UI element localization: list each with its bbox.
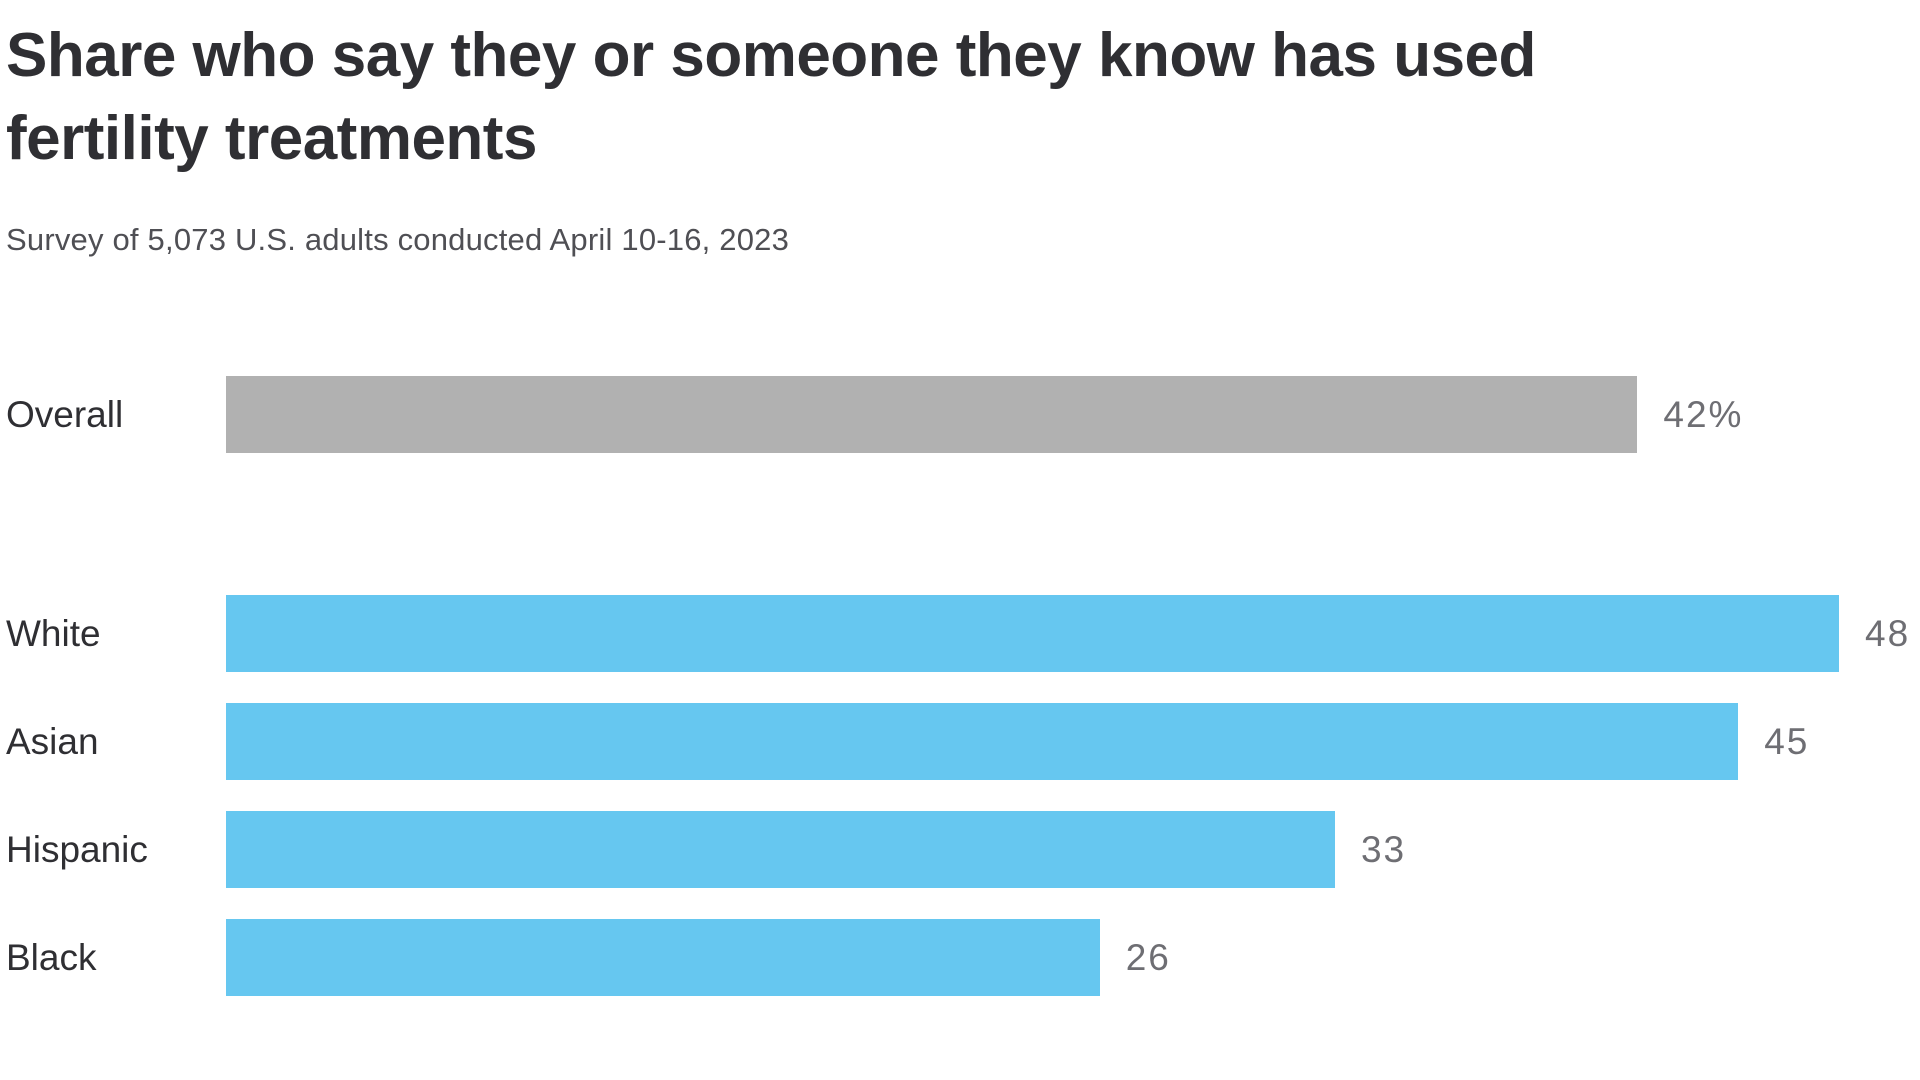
bar-row: Hispanic 33	[6, 811, 1920, 889]
bar-row: Asian 45	[6, 703, 1920, 781]
bar-track: 48	[226, 595, 1908, 673]
bar-label: Black	[6, 936, 97, 978]
bar-label: Overall	[6, 393, 124, 435]
bar	[226, 919, 1100, 997]
bar	[226, 811, 1335, 889]
bar-track: 33	[226, 811, 1839, 889]
bar-label: Asian	[6, 720, 99, 762]
bar-track: 45	[226, 703, 1839, 781]
value-label: 26	[1125, 936, 1171, 978]
bar	[226, 595, 1839, 673]
bar-track: 42%	[226, 376, 1839, 454]
value-label: 48	[1865, 612, 1911, 654]
bar	[226, 376, 1638, 454]
bar-label: Hispanic	[6, 828, 148, 870]
bar-row: White 48	[6, 595, 1920, 673]
value-label: 45	[1764, 720, 1810, 762]
bar-row: Overall 42%	[6, 376, 1920, 454]
value-label: 33	[1360, 828, 1407, 870]
bar-track: 26	[226, 919, 1839, 997]
bar-label: White	[6, 612, 101, 654]
value-label: 42%	[1663, 393, 1744, 435]
bar-row: Black 26	[6, 919, 1920, 997]
chart-subtitle: Survey of 5,073 U.S. adults conducted Ap…	[6, 222, 790, 258]
page: Share who say they or someone they know …	[6, 21, 1920, 997]
bar	[226, 703, 1739, 781]
bar-chart: Overall 42% White 48 Asian 45 Hispanic 33 Black 2…	[6, 376, 1920, 997]
page-title: Share who say they or someone they know …	[6, 21, 1536, 174]
